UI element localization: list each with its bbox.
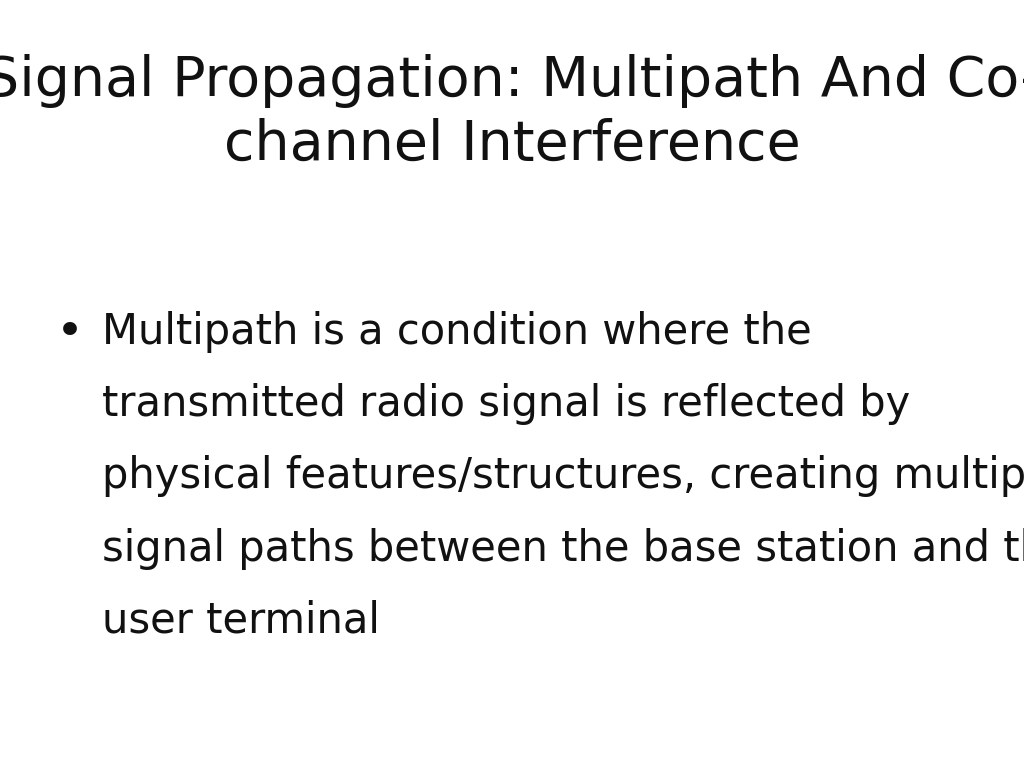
Text: Multipath is a condition where the: Multipath is a condition where the [102, 311, 812, 353]
Text: transmitted radio signal is reflected by: transmitted radio signal is reflected by [102, 383, 910, 425]
Text: Signal Propagation: Multipath And Co-
channel Interference: Signal Propagation: Multipath And Co- ch… [0, 54, 1024, 172]
Text: user terminal: user terminal [102, 600, 380, 642]
Text: physical features/structures, creating multiple: physical features/structures, creating m… [102, 455, 1024, 498]
Text: signal paths between the base station and the: signal paths between the base station an… [102, 528, 1024, 570]
Text: •: • [56, 311, 84, 356]
